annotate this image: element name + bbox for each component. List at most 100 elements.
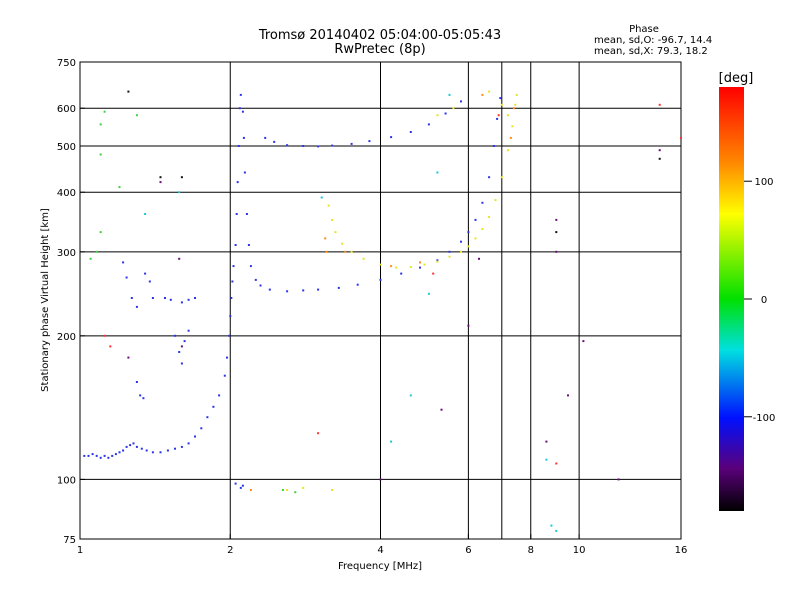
data-point [178, 351, 181, 353]
data-point [423, 263, 426, 266]
y-tick-label: 400 [57, 188, 76, 199]
data-point [555, 462, 558, 465]
data-point [142, 397, 145, 400]
data-point [174, 447, 176, 450]
data-point [231, 280, 234, 283]
colorbar-tick-label: -100 [753, 413, 776, 424]
data-point [368, 140, 371, 143]
data-point [514, 103, 517, 106]
data-point [436, 260, 439, 263]
data-point [409, 394, 412, 397]
data-point [194, 297, 196, 299]
data-point [159, 181, 162, 184]
data-point [395, 266, 398, 269]
data-point [474, 237, 477, 240]
data-point [494, 199, 497, 202]
y-tick-label: 75 [63, 535, 76, 546]
data-point [169, 298, 172, 301]
data-point [658, 149, 661, 152]
data-point [488, 215, 491, 218]
data-point [474, 218, 477, 221]
data-point [178, 257, 181, 260]
colorbar-ticks: 100 0 -100 [744, 177, 775, 424]
data-point [180, 301, 183, 304]
y-tick-label: 750 [57, 58, 76, 69]
data-point [379, 278, 382, 281]
data-point [545, 440, 548, 443]
data-point [488, 176, 491, 179]
data-point [680, 136, 682, 139]
data-point [174, 334, 176, 337]
data-point [325, 250, 328, 253]
data-point [555, 231, 558, 234]
x-tick-label: 10 [573, 545, 586, 556]
data-point [187, 442, 190, 445]
data-point [448, 255, 451, 258]
data-point [511, 125, 514, 128]
data-point [144, 272, 147, 275]
data-point [337, 286, 340, 289]
data-point [436, 171, 439, 174]
data-point [379, 263, 382, 266]
data-point [127, 90, 130, 93]
data-point [488, 90, 491, 93]
x-axis-label: Frequency [MHz] [338, 561, 422, 572]
x-tick-label: 1 [77, 545, 83, 556]
data-point [234, 482, 237, 485]
data-point [268, 288, 271, 291]
data-point [107, 456, 110, 459]
data-point [478, 257, 480, 260]
data-point [234, 244, 237, 246]
data-point [286, 290, 289, 293]
data-point [109, 345, 112, 348]
data-point [409, 265, 412, 268]
y-tick-label: 100 [57, 475, 76, 486]
data-point [555, 218, 558, 221]
data-point [135, 445, 138, 448]
data-point [243, 171, 246, 174]
data-point [294, 491, 297, 494]
data-point [129, 444, 132, 447]
data-point [506, 149, 509, 152]
data-point [127, 356, 130, 359]
data-point [334, 231, 337, 234]
data-point [331, 144, 334, 147]
data-point [111, 454, 114, 457]
data-point [87, 454, 90, 457]
data-point [135, 305, 138, 308]
data-point [103, 110, 106, 113]
data-point [460, 250, 462, 253]
phase-title: Phase [629, 24, 659, 35]
data-point [460, 100, 462, 103]
data-point [440, 408, 443, 411]
data-point [99, 123, 102, 126]
data-point [432, 272, 435, 275]
data-point [500, 103, 503, 106]
data-point [512, 107, 515, 110]
data-point [448, 93, 451, 96]
data-point [481, 228, 484, 230]
data-point [125, 445, 128, 448]
colorbar-tick-label: 0 [761, 295, 767, 306]
data-point [249, 489, 252, 491]
data-point [254, 278, 257, 281]
colorbar [719, 87, 744, 511]
data-point [331, 489, 334, 491]
data-point [187, 329, 190, 332]
x-tick-label: 16 [675, 545, 688, 556]
data-point [247, 244, 250, 246]
data-point [125, 276, 128, 279]
y-axis-label: Stationary phase Virtual Height [km] [40, 208, 51, 392]
data-point [145, 449, 148, 452]
x-tick-label: 2 [227, 545, 233, 556]
data-point [200, 427, 203, 430]
data-point [427, 123, 430, 126]
data-point [320, 196, 323, 199]
data-point [390, 265, 393, 268]
data-point [164, 297, 166, 299]
data-point [582, 340, 585, 343]
data-point [379, 478, 382, 481]
data-point [89, 257, 92, 260]
data-point [500, 176, 503, 179]
